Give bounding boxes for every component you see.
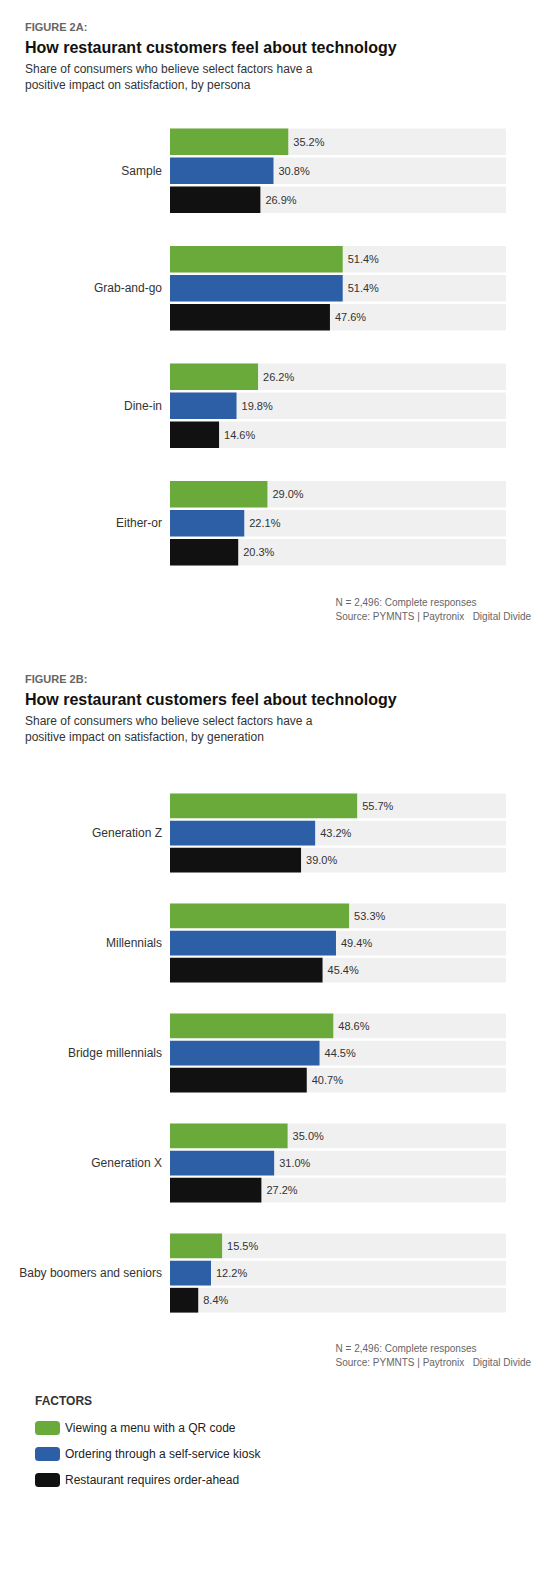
- svg-text:How restaurant customers feel: How restaurant customers feel about tech…: [25, 691, 397, 708]
- svg-text:How restaurant customers feel: How restaurant customers feel about tech…: [25, 39, 397, 56]
- svg-text:15.5%: 15.5%: [227, 1240, 258, 1252]
- svg-text:51.4%: 51.4%: [348, 253, 379, 265]
- svg-text:45.4%: 45.4%: [328, 964, 359, 976]
- svg-text:Millennials: Millennials: [106, 936, 162, 950]
- svg-text:35.2%: 35.2%: [293, 136, 324, 148]
- svg-text:Sample: Sample: [121, 164, 162, 178]
- svg-text:53.3%: 53.3%: [354, 910, 385, 922]
- svg-text:29.0%: 29.0%: [272, 488, 303, 500]
- svg-text:51.4%: 51.4%: [348, 282, 379, 294]
- svg-text:8.4%: 8.4%: [203, 1294, 228, 1306]
- svg-text:positive impact on satisfactio: positive impact on satisfaction, by gene…: [25, 730, 264, 744]
- svg-text:Ordering through a self-servic: Ordering through a self-service kiosk: [65, 1447, 261, 1461]
- svg-text:Share of consumers who believe: Share of consumers who believe select fa…: [25, 62, 313, 76]
- svg-text:Restaurant requires order-ahea: Restaurant requires order-ahead: [65, 1473, 239, 1487]
- svg-text:39.0%: 39.0%: [306, 854, 337, 866]
- svg-text:26.2%: 26.2%: [263, 371, 294, 383]
- svg-text:FIGURE 2A:: FIGURE 2A:: [25, 21, 87, 33]
- svg-text:Bridge millennials: Bridge millennials: [68, 1046, 162, 1060]
- svg-text:Share of consumers who believe: Share of consumers who believe select fa…: [25, 714, 313, 728]
- svg-text:20.3%: 20.3%: [243, 546, 274, 558]
- svg-text:12.2%: 12.2%: [216, 1267, 247, 1279]
- svg-text:27.2%: 27.2%: [266, 1184, 297, 1196]
- svg-text:Source: PYMNTS | Paytronix D: Source: PYMNTS | Paytronix Digital Divid…: [336, 1357, 532, 1368]
- svg-text:positive impact on satisfactio: positive impact on satisfaction, by pers…: [25, 78, 251, 92]
- svg-text:Dine-in: Dine-in: [124, 399, 162, 413]
- svg-text:48.6%: 48.6%: [338, 1020, 369, 1032]
- svg-text:FACTORS: FACTORS: [35, 1394, 92, 1408]
- svg-text:Either-or: Either-or: [116, 516, 162, 530]
- svg-text:40.7%: 40.7%: [312, 1074, 343, 1086]
- svg-text:31.0%: 31.0%: [279, 1157, 310, 1169]
- svg-text:N = 2,496: Complete responses: N = 2,496: Complete responses: [336, 1343, 477, 1354]
- svg-text:19.8%: 19.8%: [242, 400, 273, 412]
- svg-text:Grab-and-go: Grab-and-go: [94, 281, 162, 295]
- svg-text:43.2%: 43.2%: [320, 827, 351, 839]
- svg-text:47.6%: 47.6%: [335, 311, 366, 323]
- svg-text:26.9%: 26.9%: [265, 194, 296, 206]
- svg-text:55.7%: 55.7%: [362, 800, 393, 812]
- svg-text:FIGURE 2B:: FIGURE 2B:: [25, 673, 87, 685]
- svg-text:Generation Z: Generation Z: [92, 826, 162, 840]
- svg-text:Source: PYMNTS | Paytronix D: Source: PYMNTS | Paytronix Digital Divid…: [336, 611, 532, 622]
- svg-text:35.0%: 35.0%: [293, 1130, 324, 1142]
- svg-text:22.1%: 22.1%: [249, 517, 280, 529]
- svg-text:Viewing a menu with a QR code: Viewing a menu with a QR code: [65, 1421, 236, 1435]
- svg-text:30.8%: 30.8%: [278, 165, 309, 177]
- svg-text:44.5%: 44.5%: [325, 1047, 356, 1059]
- svg-text:Generation X: Generation X: [91, 1156, 162, 1170]
- svg-text:N = 2,496: Complete responses: N = 2,496: Complete responses: [336, 597, 477, 608]
- svg-text:14.6%: 14.6%: [224, 429, 255, 441]
- svg-text:Baby boomers and seniors: Baby boomers and seniors: [19, 1266, 162, 1280]
- svg-text:49.4%: 49.4%: [341, 937, 372, 949]
